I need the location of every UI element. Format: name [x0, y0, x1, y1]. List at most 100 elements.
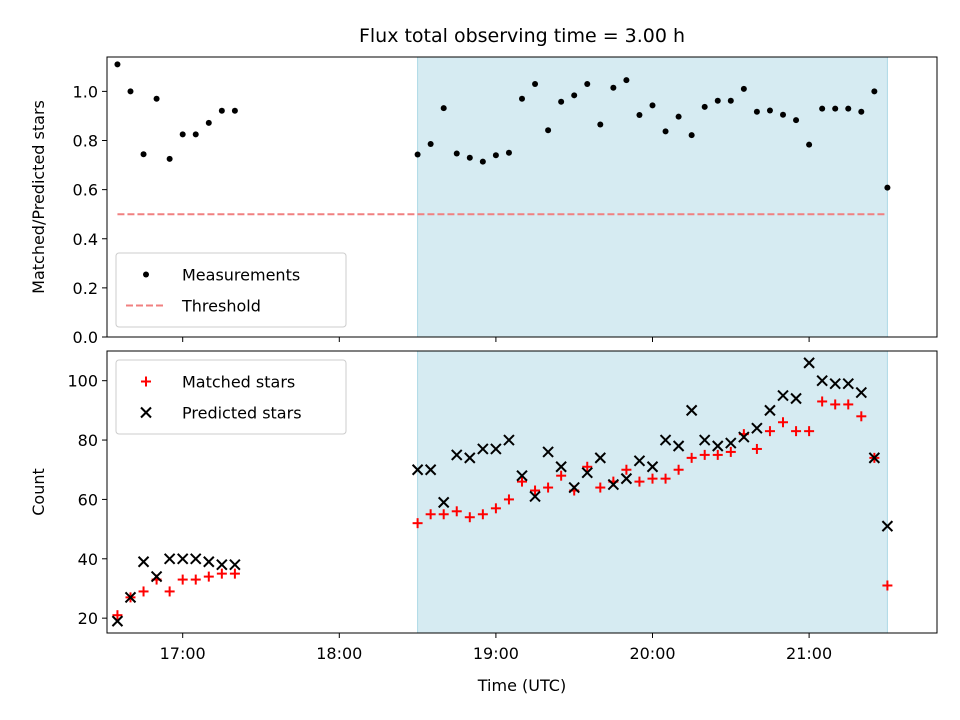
legend-label: Predicted stars: [182, 404, 302, 423]
data-point: [490, 503, 501, 514]
data-point: [505, 149, 512, 156]
x-tick-label: 21:00: [786, 644, 832, 663]
data-point: [571, 92, 578, 99]
data-point: [672, 440, 685, 452]
data-point: [727, 97, 734, 104]
data-point: [503, 494, 514, 505]
data-point: [804, 426, 815, 437]
data-point: [114, 61, 121, 68]
data-point: [607, 478, 620, 491]
data-point: [192, 131, 199, 138]
data-point: [438, 509, 449, 520]
data-point: [751, 422, 763, 434]
data-point: [620, 472, 633, 485]
data-point: [111, 615, 124, 627]
data-point: [633, 455, 646, 467]
y-ticks-bottom: 20 40 60 80 100: [67, 372, 107, 628]
data-point: [519, 95, 525, 102]
data-point: [203, 556, 215, 568]
data-point: [532, 81, 539, 88]
data-point: [477, 443, 489, 455]
data-point: [166, 155, 173, 162]
data-point: [725, 446, 736, 457]
data-point: [150, 570, 163, 583]
x-axis-label: Time (UTC): [477, 676, 566, 695]
observing-window-shade: [417, 56, 888, 338]
data-point: [778, 417, 789, 428]
legend-marker: [143, 271, 149, 278]
count-points: [111, 357, 894, 627]
data-point: [190, 553, 202, 565]
data-point: [764, 404, 776, 417]
x-ticks-bottom: 17:00 18:00 19:00 20:00 21:00: [160, 633, 832, 663]
data-point: [490, 443, 502, 455]
x-tick-label: 19:00: [473, 644, 519, 663]
data-point: [868, 452, 881, 464]
y-tick-label: 0.2: [73, 279, 98, 298]
data-point: [542, 446, 554, 458]
x-tick-label: 18:00: [316, 644, 362, 663]
data-point: [621, 464, 632, 475]
y-ticks-top: 0.0 0.2 0.4 0.6 0.8 1.0: [73, 82, 107, 347]
data-point: [229, 568, 240, 579]
data-point: [646, 461, 659, 473]
data-point: [817, 396, 828, 407]
data-point: [881, 520, 894, 532]
data-point: [636, 111, 643, 118]
data-point: [806, 141, 813, 148]
data-point: [594, 452, 607, 464]
data-point: [791, 426, 802, 437]
data-point: [660, 473, 671, 484]
data-point: [543, 482, 554, 493]
y-axis-label-count: Count: [29, 468, 48, 516]
axes-frame-top: [106, 56, 938, 338]
data-point: [856, 411, 867, 422]
y-tick-label: 60: [78, 490, 98, 509]
data-point: [568, 481, 580, 494]
data-point: [610, 84, 617, 91]
y-tick-label: 1.0: [73, 82, 98, 101]
data-point: [871, 88, 878, 95]
data-point: [231, 107, 238, 114]
data-point: [140, 151, 147, 158]
data-point: [819, 105, 826, 112]
y-tick-label: 0.6: [73, 181, 98, 200]
data-point: [581, 466, 593, 479]
y-tick-label: 0.8: [73, 132, 98, 151]
data-point: [699, 449, 710, 460]
data-point: [479, 158, 486, 165]
data-point: [453, 150, 460, 157]
data-point: [451, 506, 462, 517]
data-point: [127, 88, 134, 95]
data-point: [714, 97, 721, 104]
data-point: [803, 357, 815, 369]
legend-marker: [141, 376, 151, 387]
data-point: [751, 443, 762, 454]
data-point: [203, 571, 214, 582]
y-axis-label-ratio: Matched/Predicted stars: [29, 100, 48, 294]
data-point: [584, 81, 591, 88]
data-point: [845, 105, 852, 112]
legend-marker: [140, 406, 152, 419]
y-tick-label: 0.0: [73, 328, 98, 347]
data-point: [790, 392, 802, 405]
y-tick-label: 20: [78, 609, 98, 628]
data-point: [427, 140, 434, 147]
data-point: [229, 559, 241, 571]
data-point: [649, 102, 656, 109]
data-point: [830, 399, 841, 410]
legend-top: Measurements Threshold: [115, 252, 347, 328]
data-point: [412, 518, 423, 529]
data-point: [466, 154, 473, 161]
chart-title: Flux total observing time = 3.00 h: [359, 25, 685, 47]
data-point: [829, 377, 841, 390]
data-point: [138, 586, 149, 597]
data-point: [701, 103, 708, 110]
data-point: [492, 152, 499, 159]
data-point: [218, 107, 225, 114]
data-point: [858, 108, 865, 115]
legend-bottom: Matched stars Predicted stars: [115, 359, 347, 435]
data-point: [842, 377, 854, 390]
data-point: [582, 461, 593, 472]
